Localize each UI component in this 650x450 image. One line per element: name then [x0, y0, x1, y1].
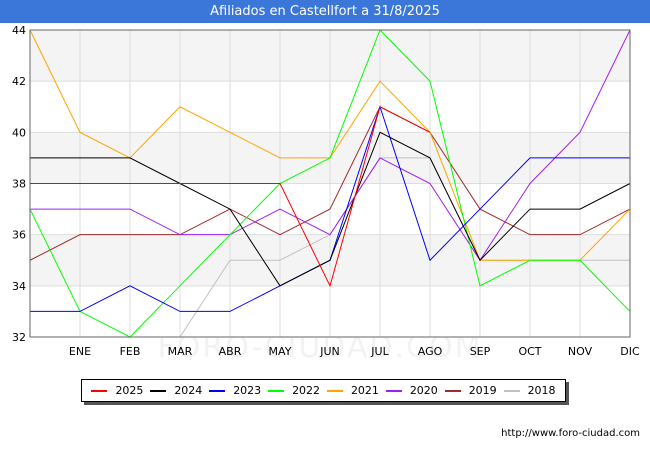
footer-url: http://www.foro-ciudad.com	[501, 428, 640, 439]
legend-swatch	[150, 389, 167, 392]
legend-swatch	[326, 389, 343, 392]
legend-entry-2019: 2019	[444, 384, 497, 397]
legend-label: 2021	[350, 384, 379, 397]
x-tick-label: OCT	[518, 345, 541, 358]
x-tick-label: ENE	[69, 345, 91, 358]
y-tick-label: 32	[12, 331, 26, 344]
legend-label: 2024	[174, 384, 203, 397]
legend-entry-2024: 2024	[150, 384, 202, 397]
y-tick-label: 44	[12, 24, 26, 37]
legend-swatch	[209, 389, 226, 392]
x-tick-label: FEB	[120, 345, 141, 358]
legend-swatch	[444, 389, 461, 392]
legend-entry-2021: 2021	[326, 384, 379, 397]
legend-label: 2023	[233, 384, 262, 397]
x-tick-label: ABR	[219, 345, 242, 358]
legend-label: 2019	[468, 384, 497, 397]
legend: 2025 2024 2023 2022 2021 2020 2019 2018	[81, 379, 566, 402]
legend-entry-2022: 2022	[268, 384, 320, 397]
x-tick-label: NOV	[568, 345, 593, 358]
x-tick-label: JUL	[370, 345, 389, 358]
series-line-2020	[30, 29, 631, 262]
x-tick-label: JUN	[319, 345, 340, 358]
y-axis-ticks: 32 34 36 38 40 42 44	[12, 24, 26, 344]
y-tick-label: 42	[12, 75, 26, 88]
legend-label: 2022	[292, 384, 321, 397]
legend-entry-2018: 2018	[503, 384, 556, 397]
legend-swatch	[503, 389, 520, 392]
x-tick-label: SEP	[470, 345, 491, 358]
legend-entry-2025: 2025	[91, 384, 143, 397]
x-tick-label: DIC	[620, 345, 640, 358]
legend-label: 2020	[409, 384, 438, 397]
chart-title: Afiliados en Castellfort a 31/8/2025	[0, 0, 650, 23]
legend-entry-2023: 2023	[209, 384, 261, 397]
series-line-2019	[29, 106, 631, 261]
series-line-2025	[30, 106, 431, 288]
legend-label: 2018	[527, 384, 556, 397]
y-tick-label: 38	[12, 178, 26, 191]
legend-entry-2020: 2020	[385, 384, 438, 397]
y-tick-label: 40	[12, 126, 26, 139]
x-tick-label: AGO	[418, 345, 443, 358]
legend-swatch	[268, 389, 285, 392]
y-tick-label: 34	[12, 280, 26, 293]
x-tick-label: MAY	[269, 345, 292, 358]
plot-frame	[29, 29, 631, 338]
legend-label: 2025	[115, 384, 144, 397]
x-axis-ticks: ENE FEB MAR ABR MAY JUN JUL AGO SEP OCT NOV DIC	[69, 345, 640, 358]
legend-swatch	[385, 389, 402, 392]
x-tick-label: MAR	[168, 345, 193, 358]
legend-swatch	[91, 389, 108, 392]
series-line-2024	[30, 131, 631, 287]
y-tick-label: 36	[12, 229, 26, 242]
